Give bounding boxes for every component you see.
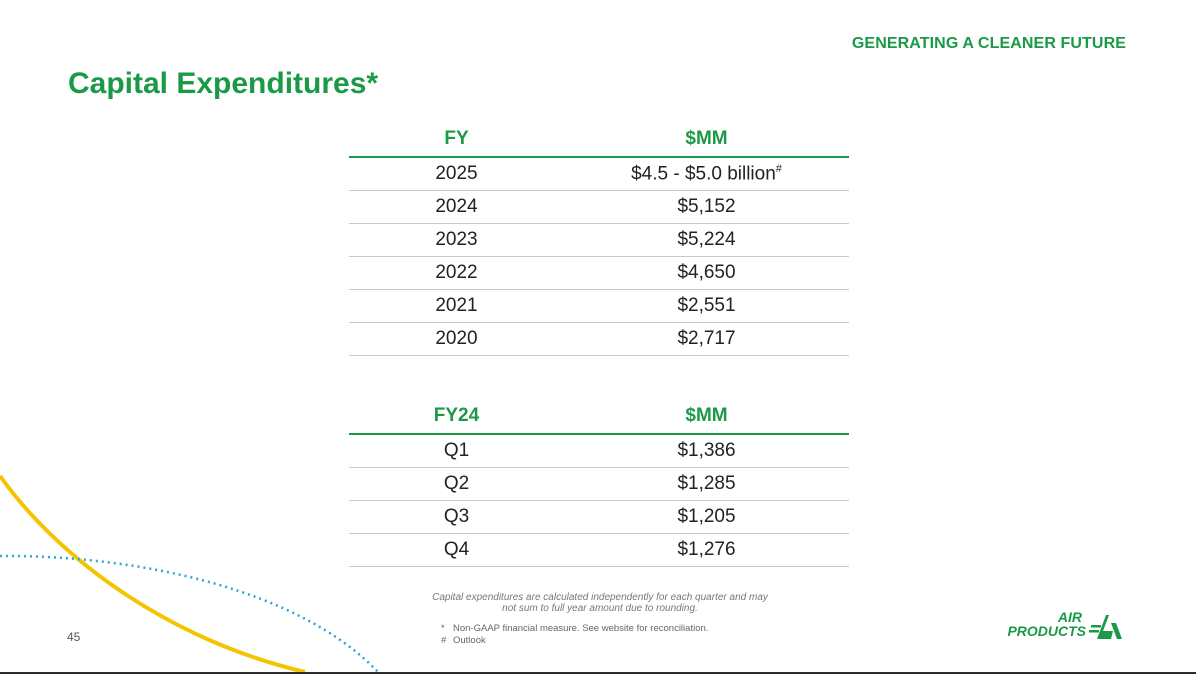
page-number: 45	[67, 630, 81, 644]
table-header-row: FY24 $MM	[349, 399, 849, 435]
capex-value-cell: $2,551	[564, 289, 849, 323]
table-header-row: FY $MM	[349, 122, 849, 158]
bottom-rule	[0, 672, 1196, 674]
footnote-mark: *	[441, 623, 445, 634]
capex-value-cell: $1,386	[564, 434, 849, 468]
quarter-cell: Q1	[349, 434, 564, 468]
footnote-text: Non-GAAP financial measure. See website …	[453, 623, 709, 634]
blue-dotted-arc	[0, 554, 379, 673]
table-row: Q4 $1,276	[349, 533, 849, 567]
fiscal-year-cell: 2023	[349, 223, 564, 257]
table-row: 2020 $2,717	[349, 322, 849, 356]
footnote-mark: #	[441, 635, 447, 646]
quarter-cell: Q3	[349, 500, 564, 534]
column-header-fy: FY	[349, 122, 564, 158]
table-row: 2023 $5,224	[349, 223, 849, 257]
logo-line-air: AIR	[1057, 609, 1082, 625]
fiscal-year-cell: 2021	[349, 289, 564, 323]
air-products-logo: AIR PRODUCTS	[996, 610, 1126, 642]
column-header-mm: $MM	[564, 399, 849, 435]
footnotes: * Non-GAAP financial measure. See website…	[441, 623, 708, 647]
rounding-note-line: Capital expenditures are calculated inde…	[432, 592, 768, 603]
logo-line-products: PRODUCTS	[1007, 623, 1086, 639]
rounding-note: Capital expenditures are calculated inde…	[400, 592, 800, 614]
footnote: * Non-GAAP financial measure. See website…	[441, 623, 708, 635]
table-row: 2024 $5,152	[349, 190, 849, 224]
tagline: GENERATING A CLEANER FUTURE	[851, 35, 1126, 52]
rounding-note-line: not sum to full year amount due to round…	[502, 603, 698, 614]
capex-value-cell: $1,285	[564, 467, 849, 501]
quarter-cell: Q2	[349, 467, 564, 501]
capex-value-cell: $2,717	[564, 322, 849, 356]
capex-value-cell: $4,650	[564, 256, 849, 290]
annual-capex-table: FY $MM 2025 $4.5 - $5.0 billion# 2024 $5…	[349, 122, 849, 356]
capex-value: $4.5 - $5.0 billion	[631, 163, 776, 185]
table-row: Q1 $1,386	[349, 434, 849, 468]
capex-value-cell: $5,152	[564, 190, 849, 224]
slide-title: Capital Expenditures*	[68, 67, 379, 100]
capex-value-cell: $5,224	[564, 223, 849, 257]
table-row: Q3 $1,205	[349, 500, 849, 534]
capex-value-cell: $1,205	[564, 500, 849, 534]
table-row: 2022 $4,650	[349, 256, 849, 290]
capex-value-cell: $1,276	[564, 533, 849, 567]
fiscal-year-cell: 2020	[349, 322, 564, 356]
table-row: Q2 $1,285	[349, 467, 849, 501]
column-header-mm: $MM	[564, 122, 849, 158]
quarterly-capex-table: FY24 $MM Q1 $1,386 Q2 $1,285 Q3 $1,205 Q…	[349, 399, 849, 567]
footnote: # Outlook	[441, 635, 708, 647]
logo-mark-icon	[1089, 615, 1122, 639]
fiscal-year-cell: 2024	[349, 190, 564, 224]
table-row: 2021 $2,551	[349, 289, 849, 323]
fiscal-year-cell: 2025	[349, 157, 564, 191]
quarter-cell: Q4	[349, 533, 564, 567]
column-header-fy24: FY24	[349, 399, 564, 435]
yellow-arc	[0, 474, 306, 674]
capex-value-cell: $4.5 - $5.0 billion#	[564, 157, 849, 191]
fiscal-year-cell: 2022	[349, 256, 564, 290]
table-row: 2025 $4.5 - $5.0 billion#	[349, 157, 849, 191]
outlook-marker: #	[775, 162, 782, 175]
logo-wordmark: AIR PRODUCTS	[996, 610, 1086, 638]
footnote-text: Outlook	[453, 635, 486, 646]
